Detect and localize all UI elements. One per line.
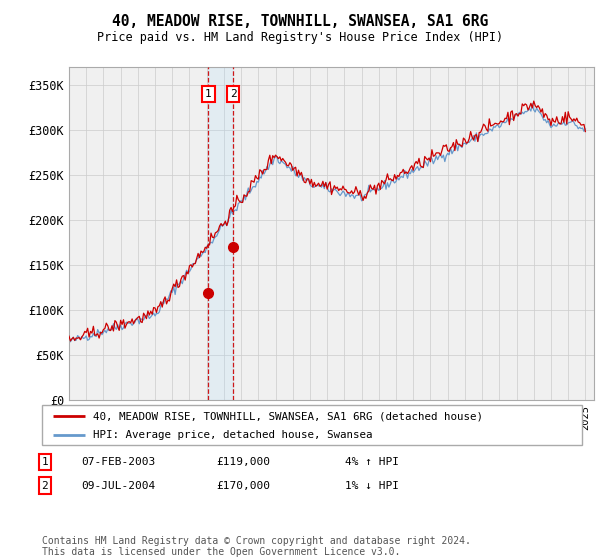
Text: Price paid vs. HM Land Registry's House Price Index (HPI): Price paid vs. HM Land Registry's House … [97, 31, 503, 44]
Text: HPI: Average price, detached house, Swansea: HPI: Average price, detached house, Swan… [94, 430, 373, 440]
FancyBboxPatch shape [42, 405, 582, 445]
Text: £170,000: £170,000 [216, 480, 270, 491]
Text: 40, MEADOW RISE, TOWNHILL, SWANSEA, SA1 6RG (detached house): 40, MEADOW RISE, TOWNHILL, SWANSEA, SA1 … [94, 411, 484, 421]
Text: Contains HM Land Registry data © Crown copyright and database right 2024.
This d: Contains HM Land Registry data © Crown c… [42, 535, 471, 557]
Bar [208, 67, 233, 400]
Text: 4% ↑ HPI: 4% ↑ HPI [345, 457, 399, 467]
Text: 07-FEB-2003: 07-FEB-2003 [81, 457, 155, 467]
Text: 1% ↓ HPI: 1% ↓ HPI [345, 480, 399, 491]
Text: 40, MEADOW RISE, TOWNHILL, SWANSEA, SA1 6RG: 40, MEADOW RISE, TOWNHILL, SWANSEA, SA1 … [112, 14, 488, 29]
Text: 1: 1 [41, 457, 49, 467]
Text: 2: 2 [230, 89, 236, 99]
Text: 1: 1 [205, 89, 212, 99]
Text: £119,000: £119,000 [216, 457, 270, 467]
Text: 2: 2 [41, 480, 49, 491]
Text: 09-JUL-2004: 09-JUL-2004 [81, 480, 155, 491]
